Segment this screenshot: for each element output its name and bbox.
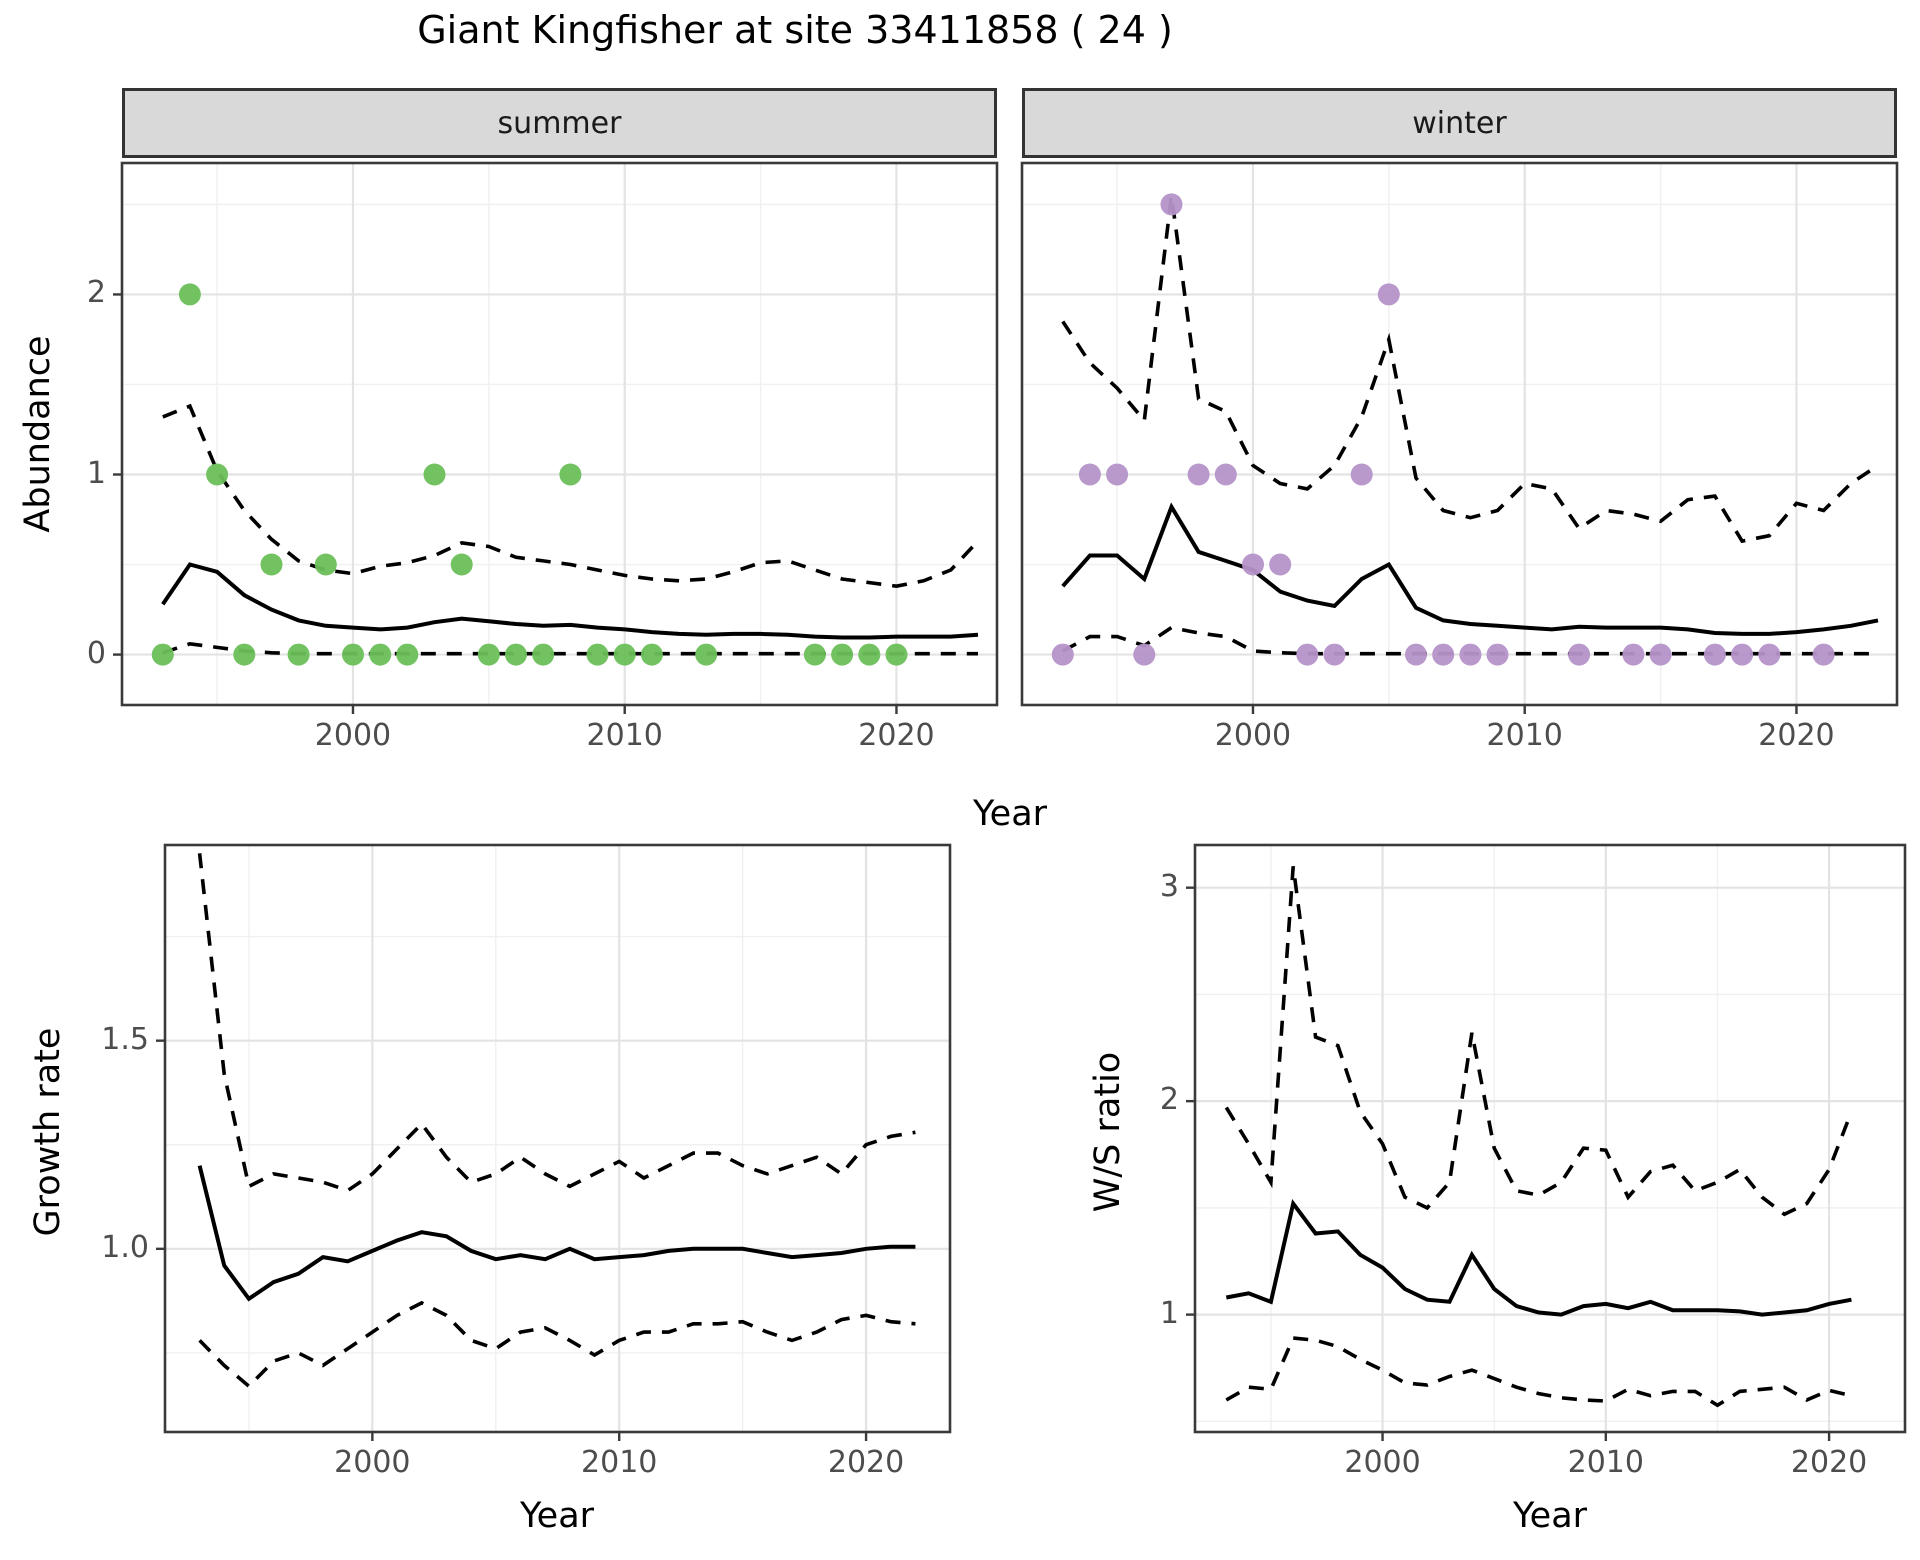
abundance-summer-observation-point [342,643,364,666]
abundance-winter-observation-point [1160,193,1183,216]
abundance-winter-observation-point [1106,463,1129,486]
abundance-winter-observation-point [1486,643,1509,666]
abundance-winter-x-tick-label: 2010 [1486,718,1563,753]
x-axis-label-year-growth: Year [519,1496,595,1536]
abundance-winter-mean-line [1061,502,1879,636]
abundance-summer-observation-point [151,643,174,666]
abundance-winter-observation-point [1758,643,1781,666]
abundance-summer-mean-line [161,562,979,640]
abundance-summer-observation-point [287,643,310,666]
abundance-winter-observation-point [1133,643,1156,666]
abundance-winter-observation-point [1187,463,1210,486]
abundance-summer-observation-point [206,463,229,486]
abundance-summer-observation-point [505,643,527,666]
abundance-winter-observation-point [1622,643,1645,666]
y-axis-label-ws-ratio: W/S ratio [1088,1051,1128,1213]
abundance-summer-observation-point [831,643,854,666]
ws-ratio-y-tick-label: 3 [1159,868,1179,904]
abundance-winter-observation-point [1568,643,1591,666]
abundance-summer-y-tick-label: 2 [86,275,106,311]
abundance-summer-observation-point [233,643,256,666]
abundance-summer-x-tick-label: 2010 [586,718,663,753]
panel-ws-ratio [1195,845,1905,1432]
abundance-winter-observation-point [1405,643,1427,666]
facet-strip-winter: winter [1022,88,1897,158]
abundance-summer-observation-point [369,643,392,666]
growth-rate-y-tick-label: 1.0 [101,1229,149,1265]
growth-rate-lower-ci-line [198,1300,916,1389]
abundance-winter-observation-point [1731,643,1754,666]
abundance-summer-observation-point [396,643,419,666]
x-axis-label-year-top: Year [972,794,1048,834]
abundance-winter-observation-point [1323,643,1346,666]
abundance-summer-observation-point [559,463,582,486]
abundance-summer-observation-point [532,643,555,666]
abundance-summer-observation-point [423,463,446,486]
abundance-winter-observation-point [1350,463,1373,486]
abundance-winter-observation-point [1051,643,1074,666]
x-axis-label-year-ws: Year [1512,1496,1588,1536]
abundance-summer-y-tick-label: 0 [86,635,106,671]
abundance-summer-observation-point [613,643,636,666]
ws-ratio-y-tick-label: 2 [1159,1082,1179,1118]
abundance-winter-observation-point [1649,643,1672,666]
ws-ratio-y-tick-label: 1 [1159,1295,1179,1331]
growth-rate-x-tick-label: 2020 [827,1445,905,1480]
ws-ratio-x-tick-label: 2020 [1790,1445,1868,1480]
abundance-winter-observation-point [1377,283,1400,306]
abundance-summer-observation-point [450,553,473,576]
abundance-summer-observation-point [695,643,718,666]
abundance-summer-y-tick-label: 1 [86,455,106,491]
growth-rate-x-tick-label: 2000 [334,1445,411,1480]
facet-strip-summer: summer [122,88,997,158]
ws-ratio-mean-line [1225,1198,1852,1317]
abundance-summer-observation-point [640,643,663,666]
abundance-winter-observation-point [1432,643,1455,666]
abundance-summer-observation-point [260,553,283,576]
abundance-summer-x-tick-label: 2020 [858,718,935,753]
facet-strip-summer-label: summer [497,105,622,141]
abundance-summer-observation-point [586,643,609,666]
ws-ratio-lower-ci-line [1225,1336,1852,1408]
abundance-summer-observation-point [477,643,500,666]
plot-title: Giant Kingfisher at site 33411858 ( 24 ) [417,8,1173,52]
ws-ratio-x-tick-label: 2010 [1567,1445,1644,1480]
abundance-winter-observation-point [1242,553,1264,576]
ws-ratio-upper-ci-line [1224,866,1854,1217]
abundance-summer-upper-ci-line [162,403,980,589]
panel-abundance-winter [1022,163,1897,705]
abundance-winter-x-tick-label: 2000 [1214,718,1292,753]
abundance-winter-observation-point [1214,463,1237,486]
y-axis-label-growth-rate: Growth rate [28,1027,68,1237]
abundance-winter-observation-point [1078,463,1101,486]
facet-strip-winter-label: winter [1412,105,1507,141]
abundance-winter-observation-point [1812,643,1835,666]
abundance-summer-observation-point [178,283,201,306]
panel-abundance-summer [122,163,997,705]
abundance-summer-observation-point [858,643,881,666]
abundance-summer-observation-point [803,643,826,666]
abundance-summer-x-tick-label: 2000 [314,718,392,753]
abundance-winter-upper-ci-line [1061,195,1879,544]
growth-rate-mean-line [197,1165,916,1302]
abundance-winter-x-tick-label: 2020 [1758,718,1835,753]
growth-rate-y-tick-label: 1.5 [101,1021,149,1057]
abundance-winter-observation-point [1296,643,1319,666]
abundance-summer-observation-point [314,553,337,576]
abundance-winter-observation-point [1703,643,1726,666]
abundance-winter-observation-point [1269,553,1292,576]
abundance-winter-observation-point [1459,643,1482,666]
growth-rate-x-tick-label: 2010 [581,1445,658,1480]
abundance-summer-observation-point [885,643,908,666]
panel-growth-rate [165,845,950,1432]
ws-ratio-x-tick-label: 2000 [1344,1445,1421,1480]
